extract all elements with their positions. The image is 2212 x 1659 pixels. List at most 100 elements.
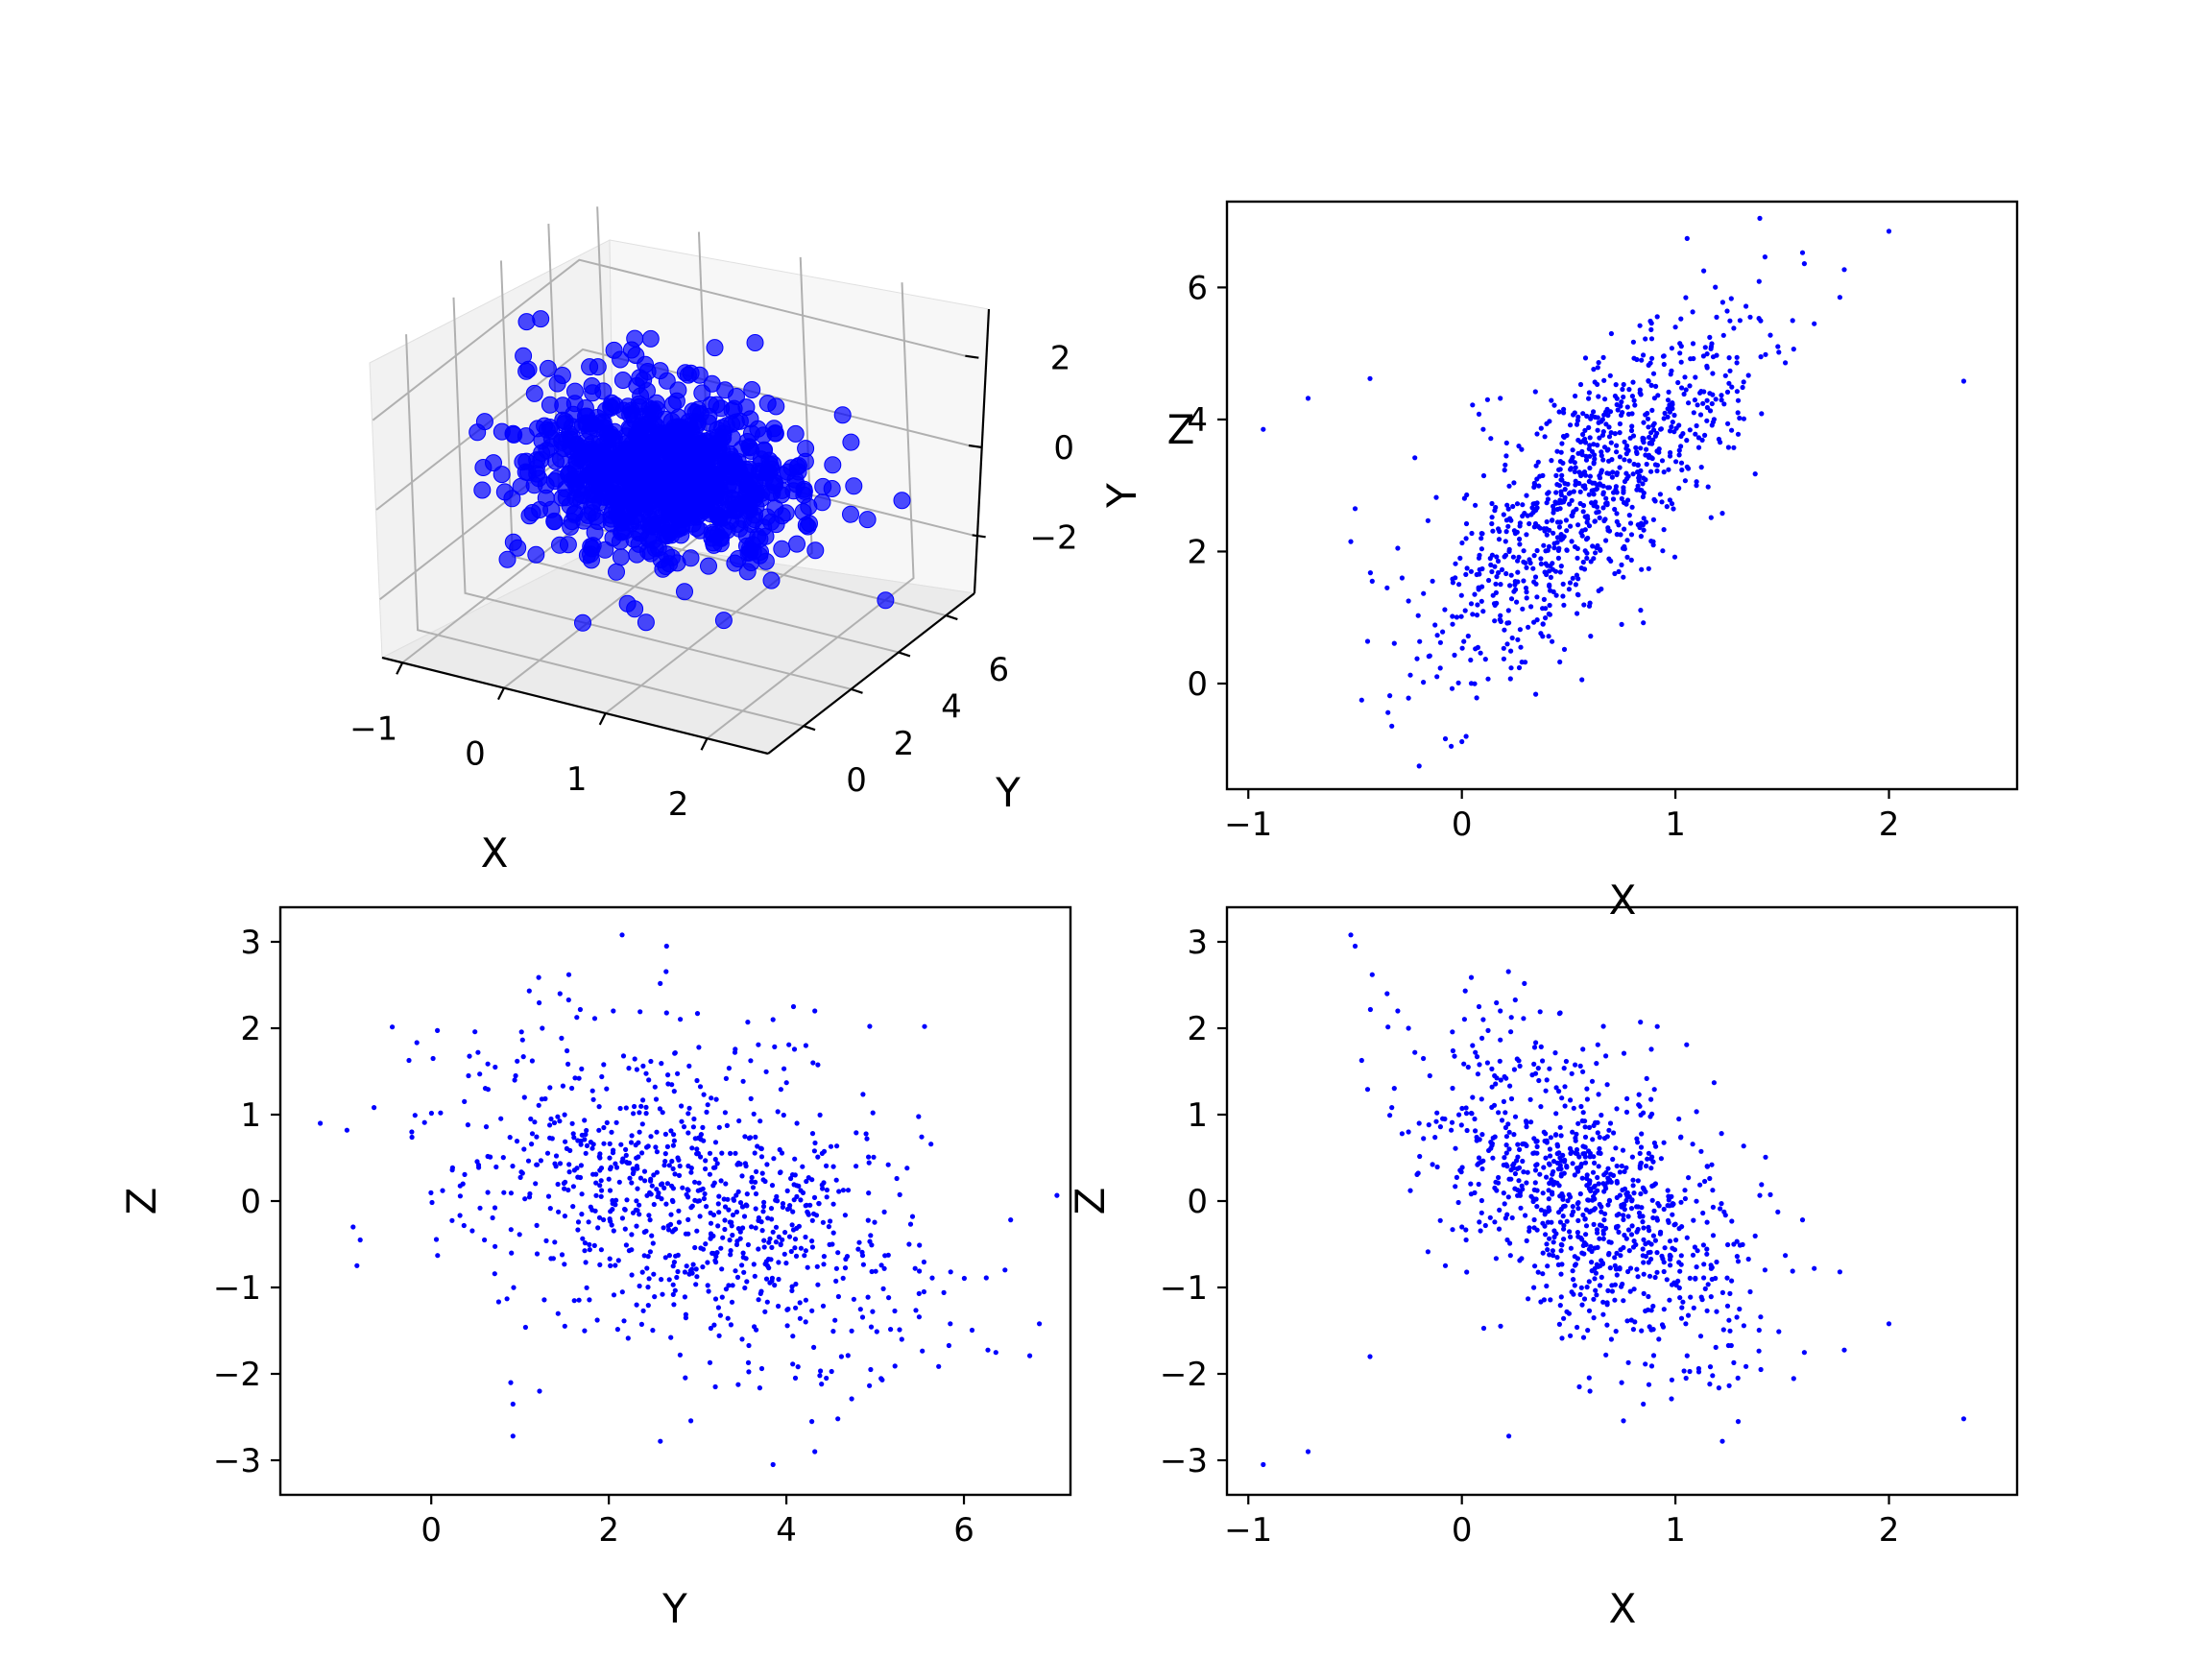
xz-point [1433, 1118, 1439, 1124]
yz-point [709, 1095, 714, 1101]
xy-point [1406, 598, 1411, 604]
yz-point [748, 1095, 754, 1101]
xy-point [1635, 463, 1641, 469]
xz-point [1492, 1219, 1498, 1225]
yz-point [688, 1418, 694, 1424]
yz-point [664, 1181, 671, 1187]
xy-point [1767, 332, 1773, 338]
xy-point [1704, 404, 1710, 411]
xy-point [1783, 360, 1789, 366]
3d-point [623, 405, 641, 423]
yz-point [517, 1232, 522, 1238]
xy-point [1599, 586, 1604, 592]
xy-point [1638, 520, 1645, 526]
xz-point [1588, 1243, 1594, 1249]
xz-point [1624, 1095, 1630, 1101]
xy-point [1619, 562, 1624, 568]
xz-point [1495, 1180, 1502, 1186]
xz-point [1645, 1156, 1650, 1162]
xz-point [1618, 1253, 1623, 1259]
xz-point [1554, 1255, 1560, 1261]
yz-point [517, 1174, 523, 1180]
yz-point [601, 1062, 607, 1068]
yz-point [756, 1042, 761, 1047]
yz-point [796, 1183, 802, 1189]
xz-point [1651, 1087, 1657, 1093]
xz-point [1464, 1269, 1470, 1275]
xz-point [1589, 1248, 1595, 1255]
xy-point [1586, 492, 1592, 497]
xz-point [1437, 1124, 1443, 1130]
xy-point [1524, 493, 1529, 498]
xz-point [1654, 1250, 1660, 1256]
xz-point [1783, 1253, 1789, 1259]
yz-point [782, 1230, 788, 1236]
yz-point [579, 1132, 585, 1138]
yz-point [671, 1302, 677, 1308]
xz-point [1369, 972, 1375, 977]
3d-point [680, 413, 698, 431]
3d-point [541, 396, 559, 414]
xy-point [1604, 470, 1610, 476]
xz-point [1523, 1118, 1529, 1124]
xz-point [1568, 1234, 1574, 1239]
xz-point [1531, 1187, 1537, 1192]
xy-point [1640, 438, 1646, 444]
xz-point [1595, 1230, 1600, 1236]
xy-point [1614, 449, 1620, 455]
yz-point [638, 1321, 645, 1327]
yz-point [725, 1315, 731, 1321]
xz-point [1552, 1132, 1559, 1138]
xz-point [1537, 1171, 1543, 1177]
yz-point [941, 1289, 947, 1295]
xz-point [1607, 1120, 1614, 1126]
xy-point [1741, 379, 1746, 385]
xy-point [1731, 325, 1737, 331]
yz-point [778, 1169, 783, 1175]
yz-point [760, 1177, 766, 1183]
yz-point [797, 1300, 803, 1306]
xy-point [1515, 569, 1521, 575]
xz-point [1474, 1138, 1479, 1143]
yz-point [683, 1315, 689, 1321]
xy-point [1480, 426, 1486, 432]
xy-point [1708, 346, 1714, 351]
xz-point [1634, 1266, 1640, 1272]
xz-point [1707, 1175, 1713, 1182]
xy-point [1609, 474, 1615, 480]
3d-point [622, 341, 640, 359]
xy-point [1641, 420, 1647, 425]
yz-point [648, 1178, 654, 1184]
yz-point [723, 1075, 730, 1081]
yz-point [521, 1094, 527, 1100]
xz-point [1479, 1096, 1484, 1102]
xy-point [1549, 458, 1554, 464]
yz-point [566, 1169, 572, 1175]
xy-point [1603, 495, 1609, 501]
yz-point [661, 1225, 666, 1231]
xy-point [1450, 580, 1455, 586]
xy-point [1573, 393, 1578, 399]
xz-point [1531, 1216, 1537, 1223]
xy-point [1608, 440, 1614, 445]
xz-point [1720, 1327, 1726, 1333]
xy-point [1581, 602, 1587, 608]
xz-point [1719, 1438, 1725, 1444]
xz-point [1597, 1236, 1602, 1241]
yz-point [765, 1215, 771, 1221]
yz-point [490, 1214, 495, 1221]
yz-point [700, 1264, 706, 1270]
yz-point [654, 1129, 660, 1135]
3d-point [613, 372, 632, 389]
yz-point [579, 1191, 585, 1197]
yz-point [794, 1193, 800, 1199]
xz-point [1702, 1286, 1708, 1291]
xy-point [1508, 648, 1514, 654]
xy-point [1565, 481, 1571, 487]
3d-scatter-points [469, 310, 911, 632]
yz-point [598, 1178, 604, 1184]
yz-point [812, 1140, 818, 1146]
xy-point [1521, 578, 1527, 584]
xy-point [1488, 562, 1494, 568]
yz-point [792, 1156, 798, 1162]
